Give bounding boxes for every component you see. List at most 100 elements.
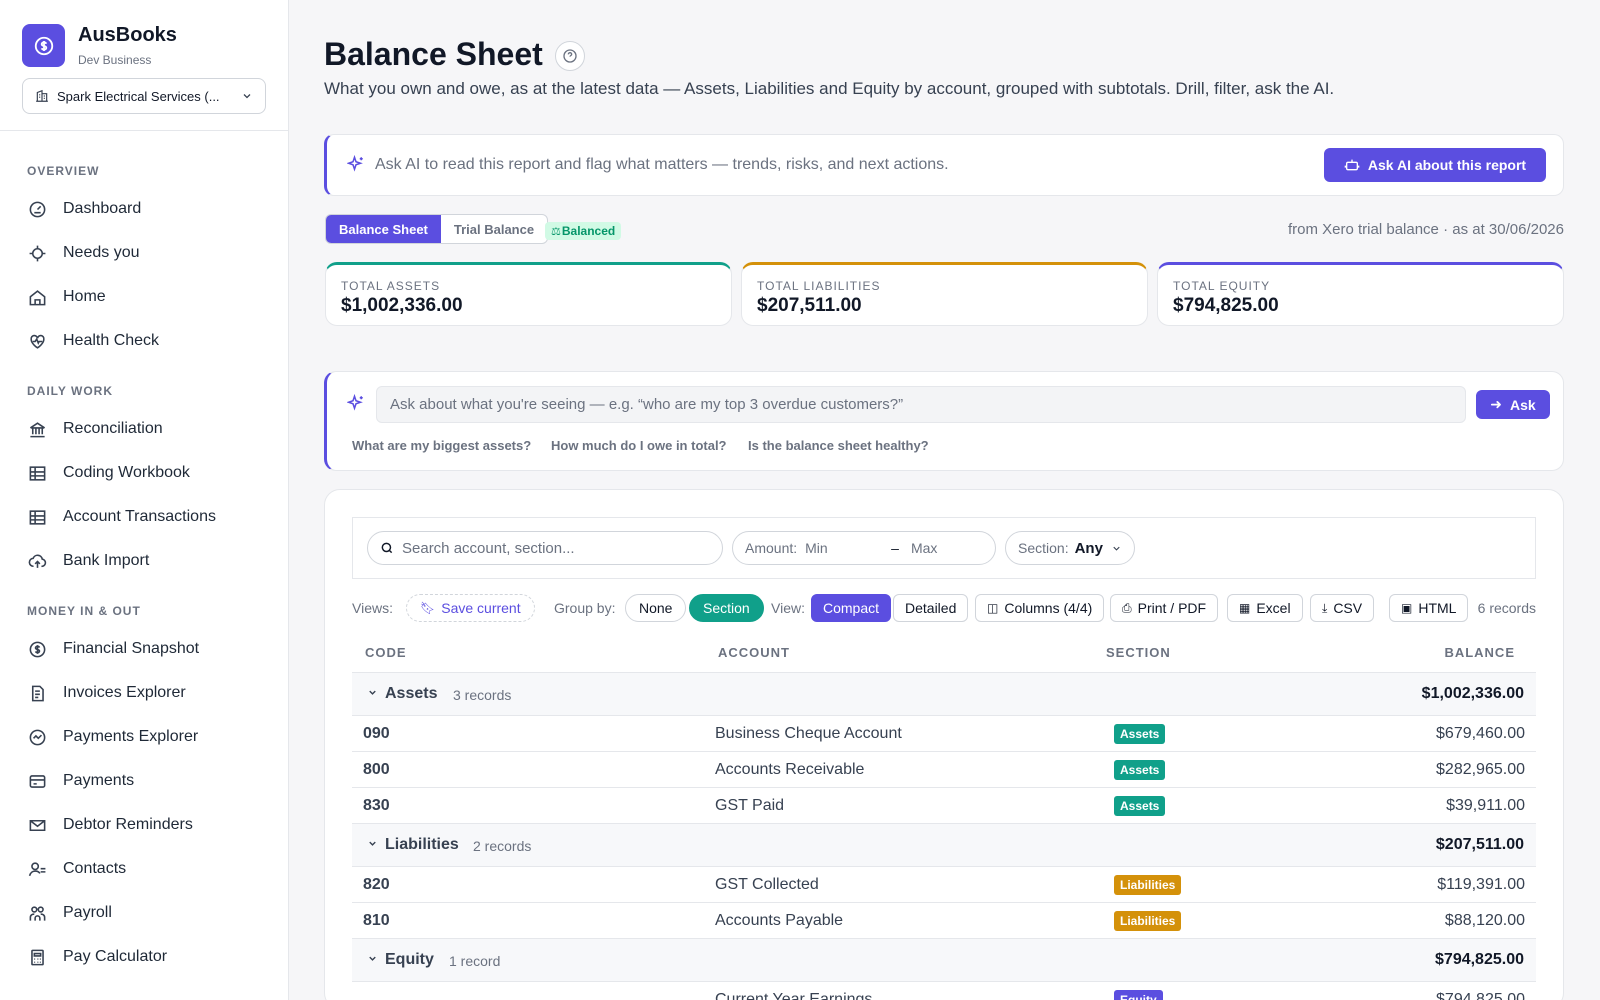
cell-account[interactable]: GST Paid	[715, 797, 785, 814]
view-detailed-button[interactable]: Detailed	[893, 594, 969, 622]
report-table-card: Search account, section... Amount: Min –…	[324, 489, 1564, 1000]
nav-label: Financial Snapshot	[63, 640, 200, 657]
cell-balance: $282,965.00	[1436, 761, 1525, 778]
nav-item-financial-snapshot[interactable]: Financial Snapshot	[27, 637, 199, 661]
suggestion-chip[interactable]: How much do I owe in total?	[551, 438, 727, 453]
header-balance[interactable]: BALANCE	[1444, 645, 1515, 660]
tab-trial-balance[interactable]: Trial Balance	[453, 221, 535, 237]
header-account[interactable]: ACCOUNT	[718, 645, 790, 660]
ask-button[interactable]: ➜ Ask	[1476, 390, 1550, 419]
section-filter-label: Section:	[1018, 540, 1069, 556]
header-code[interactable]: CODE	[365, 645, 407, 660]
nav-label: Dashboard	[63, 200, 142, 217]
print-pdf-button[interactable]: ⎙ Print / PDF	[1110, 594, 1219, 622]
columns-icon: ◫	[987, 601, 999, 615]
group-count: 2 records	[473, 838, 532, 854]
report-tabs: Balance Sheet Trial Balance	[325, 214, 549, 244]
ask-input[interactable]: Ask about what you're seeing — e.g. “who…	[376, 386, 1466, 423]
cell-account[interactable]: Current Year Earnings	[715, 991, 873, 1000]
chevron-down-icon	[367, 951, 378, 969]
search-placeholder: Search account, section...	[402, 539, 575, 557]
table-row[interactable]: 090 Business Cheque Account Assets $679,…	[352, 716, 1536, 752]
kpi-value: $1,002,336.00	[341, 295, 463, 316]
nav-label: Payments Explorer	[63, 728, 199, 745]
business-select[interactable]: Spark Electrical Services (...	[22, 78, 266, 114]
amount-max-input[interactable]: Max	[910, 540, 938, 556]
nav-label: Pay Calculator	[63, 948, 168, 965]
group-row-equity[interactable]: Equity 1 record $794,825.00	[352, 939, 1536, 982]
kpi-total-equity: TOTAL EQUITY $794,825.00	[1157, 262, 1564, 326]
activity-icon	[27, 727, 47, 747]
group-none-button[interactable]: None	[625, 594, 687, 622]
nav-item-payments-explorer[interactable]: Payments Explorer	[27, 725, 198, 749]
csv-button[interactable]: ⤓ CSV	[1310, 594, 1375, 622]
table-row[interactable]: 830 GST Paid Assets $39,911.00	[352, 788, 1536, 824]
amount-filter[interactable]: Amount: Min – Max	[732, 531, 996, 565]
cell-account[interactable]: Accounts Payable	[715, 912, 844, 929]
ask-ai-report-button[interactable]: Ask AI about this report	[1324, 148, 1546, 182]
cell-code: 820	[363, 876, 390, 893]
nav-item-payroll[interactable]: Payroll	[27, 901, 112, 925]
html-file-icon: ▣	[1401, 601, 1413, 615]
table-row[interactable]: Current Year Earnings Equity $794,825.00	[352, 982, 1536, 1000]
nav-item-bank-import[interactable]: Bank Import	[27, 549, 149, 573]
nav-item-payments[interactable]: Payments	[27, 769, 134, 793]
dollar-circle-icon	[27, 639, 47, 659]
nav-section-money: MONEY IN & OUT	[27, 604, 141, 618]
html-label: HTML	[1418, 600, 1457, 616]
html-button[interactable]: ▣ HTML	[1389, 594, 1469, 622]
nav-item-dashboard[interactable]: Dashboard	[27, 197, 141, 221]
nav-label: Needs you	[63, 244, 140, 261]
section-badge: Assets	[1114, 796, 1166, 816]
header-section[interactable]: SECTION	[1106, 645, 1171, 660]
nav-item-needs-you[interactable]: Needs you	[27, 241, 140, 265]
nav-item-coding-workbook[interactable]: Coding Workbook	[27, 461, 190, 485]
amount-min-input[interactable]: Min	[805, 540, 828, 556]
group-section-button[interactable]: Section	[689, 594, 764, 622]
kpi-total-assets: TOTAL ASSETS $1,002,336.00	[325, 262, 732, 326]
suggestion-chip[interactable]: Is the balance sheet healthy?	[748, 438, 929, 453]
ai-banner: Ask AI to read this report and flag what…	[324, 134, 1564, 196]
views-label: Views:	[352, 600, 393, 616]
cell-account[interactable]: Accounts Receivable	[715, 761, 865, 778]
nav-item-debtor-reminders[interactable]: Debtor Reminders	[27, 813, 193, 837]
save-view-button[interactable]: 🔖︎ Save current	[406, 594, 535, 622]
balanced-badge: ⚖ Balanced	[545, 222, 622, 240]
bookmark-icon: 🔖︎	[420, 601, 436, 615]
nav-item-pay-calculator[interactable]: Pay Calculator	[27, 945, 167, 969]
user-list-icon	[27, 859, 47, 879]
nav-item-health-check[interactable]: Health Check	[27, 329, 159, 353]
crosshair-icon	[27, 243, 47, 263]
suggestion-chip[interactable]: What are my biggest assets?	[352, 438, 532, 453]
records-count: 6 records	[1477, 600, 1536, 616]
group-row-assets[interactable]: Assets 3 records $1,002,336.00	[352, 673, 1536, 716]
nav-item-invoices-explorer[interactable]: Invoices Explorer	[27, 681, 186, 705]
page-title: Balance Sheet	[324, 36, 543, 72]
nav-label: Reconciliation	[63, 420, 163, 437]
group-row-liabilities[interactable]: Liabilities 2 records $207,511.00	[352, 824, 1536, 867]
section-filter[interactable]: Section: Any	[1005, 531, 1135, 565]
nav-item-account-transactions[interactable]: Account Transactions	[27, 505, 216, 529]
nav-item-reconciliation[interactable]: Reconciliation	[27, 417, 163, 441]
cell-code: 800	[363, 761, 390, 778]
help-icon[interactable]	[555, 41, 585, 71]
nav-label: Payroll	[63, 904, 112, 921]
cell-account[interactable]: GST Collected	[715, 876, 819, 893]
tab-balance-sheet[interactable]: Balance Sheet	[326, 215, 441, 243]
table-row[interactable]: 820 GST Collected Liabilities $119,391.0…	[352, 867, 1536, 903]
nav-item-home[interactable]: Home	[27, 285, 106, 309]
group-name: Assets	[385, 685, 438, 702]
nav-label: Home	[63, 288, 106, 305]
ask-ai-report-label: Ask AI about this report	[1367, 157, 1527, 173]
cell-account[interactable]: Business Cheque Account	[715, 725, 902, 742]
table-row[interactable]: 810 Accounts Payable Liabilities $88,120…	[352, 903, 1536, 939]
group-total: $1,002,336.00	[1421, 685, 1524, 702]
view-compact-button[interactable]: Compact	[811, 594, 892, 622]
search-input[interactable]: Search account, section...	[367, 531, 723, 565]
source-text: from Xero trial balance · as at 30/06/20…	[1288, 221, 1564, 238]
excel-button[interactable]: ▦ Excel	[1227, 594, 1303, 622]
nav-item-contacts[interactable]: Contacts	[27, 857, 126, 881]
columns-button[interactable]: ◫ Columns (4/4)	[975, 594, 1105, 622]
table-row[interactable]: 800 Accounts Receivable Assets $282,965.…	[352, 752, 1536, 788]
page-description: What you own and owe, as at the latest d…	[324, 79, 1335, 98]
